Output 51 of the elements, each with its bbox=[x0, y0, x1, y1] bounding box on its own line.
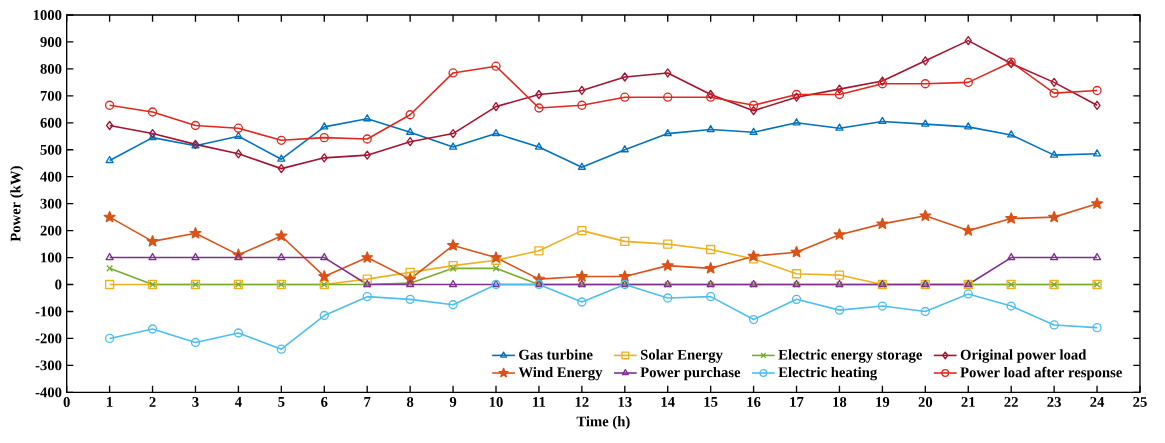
y-tick-label: -300 bbox=[35, 360, 62, 371]
y-tick-label: 300 bbox=[40, 198, 62, 209]
x-tick-label: 9 bbox=[449, 397, 457, 407]
x-tick-label: 15 bbox=[704, 397, 718, 407]
y-tick-label: 400 bbox=[40, 171, 62, 182]
x-tick-label: 1 bbox=[107, 397, 113, 407]
x-tick-label: 16 bbox=[747, 397, 761, 407]
x-tick-label: 10 bbox=[489, 397, 503, 407]
x-tick-label: 24 bbox=[1090, 397, 1105, 407]
x-tick-label: 11 bbox=[533, 397, 546, 407]
y-tick-label: -400 bbox=[35, 387, 62, 398]
legend-label: Solar Energy bbox=[640, 349, 723, 363]
x-tick-label: 7 bbox=[364, 397, 371, 407]
y-tick-label: 0 bbox=[55, 279, 62, 290]
legend-label: Power purchase bbox=[640, 366, 741, 381]
y-tick-label: -100 bbox=[35, 306, 62, 317]
legend-label: Wind Energy bbox=[518, 366, 603, 381]
x-tick-label: 2 bbox=[149, 397, 156, 407]
x-tick-label: 23 bbox=[1047, 397, 1061, 407]
x-tick-label: 18 bbox=[833, 397, 847, 407]
legend-label: Gas turbine bbox=[519, 349, 593, 360]
y-tick-label: 800 bbox=[40, 63, 62, 74]
x-tick-label: 6 bbox=[321, 397, 328, 407]
y-axis-title: Power (kW) bbox=[10, 166, 24, 242]
x-axis-title: Time (h) bbox=[576, 416, 630, 430]
x-tick-label: 12 bbox=[575, 397, 589, 407]
y-tick-label: 1000 bbox=[33, 10, 62, 20]
y-tick-label: 700 bbox=[40, 90, 62, 101]
x-tick-label: 20 bbox=[918, 397, 933, 407]
x-tick-label: 19 bbox=[876, 397, 890, 407]
x-tick-label: 0 bbox=[63, 397, 70, 407]
y-tick-label: 900 bbox=[40, 37, 62, 47]
x-tick-label: 22 bbox=[1004, 397, 1018, 407]
x-tick-label: 17 bbox=[790, 397, 804, 407]
x-tick-label: 14 bbox=[661, 397, 675, 407]
x-tick-label: 25 bbox=[1133, 397, 1147, 407]
y-tick-label: 600 bbox=[40, 117, 62, 128]
legend-label: Electric heating bbox=[778, 366, 878, 381]
x-tick-label: 21 bbox=[961, 397, 975, 407]
y-tick-label: 100 bbox=[41, 252, 62, 263]
y-tick-label: 500 bbox=[40, 144, 62, 155]
x-tick-label: 4 bbox=[234, 397, 242, 407]
x-tick-label: 3 bbox=[192, 397, 199, 407]
x-tick-label: 8 bbox=[406, 397, 414, 407]
y-tick-label: 200 bbox=[40, 225, 62, 236]
legend-label: Power load after response bbox=[960, 366, 1122, 381]
x-tick-label: 5 bbox=[278, 397, 285, 407]
legend-label: Electric energy storage bbox=[778, 349, 923, 363]
x-tick-label: 13 bbox=[618, 397, 632, 407]
y-tick-label: -200 bbox=[35, 333, 62, 344]
legend-label: Original power load bbox=[960, 349, 1087, 363]
